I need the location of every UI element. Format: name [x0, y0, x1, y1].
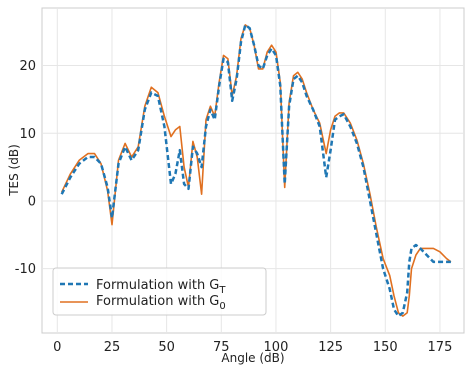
x-tick-label: 125 [318, 340, 343, 355]
y-axis-label: TES (dB) [7, 144, 21, 197]
x-tick-labels: 0 25 50 75 100 125 150 175 [53, 340, 452, 355]
x-tick-label: 50 [158, 340, 175, 355]
legend-label-series-2: Formulation with G0 [96, 294, 226, 312]
x-tick-label: 100 [264, 340, 289, 355]
series-layer [60, 23, 452, 318]
y-tick-label: 10 [19, 127, 36, 142]
x-tick-label: 75 [213, 340, 230, 355]
x-tick-label: 0 [53, 340, 61, 355]
x-tick-label: 150 [373, 340, 398, 355]
y-tick-labels: -10 0 10 20 [15, 59, 36, 277]
series-line-2 [60, 24, 452, 317]
x-axis-label: Angle (dB) [221, 351, 284, 365]
x-tick-label: 25 [104, 340, 121, 355]
y-tick-label: 20 [19, 59, 36, 74]
legend: Formulation with GT Formulation with G0 [52, 267, 267, 316]
legend-label-series-1: Formulation with GT [96, 278, 226, 296]
y-tick-label: 0 [28, 194, 36, 209]
series-line-1 [60, 23, 451, 318]
x-tick-label: 175 [428, 340, 453, 355]
legend-box [52, 267, 267, 316]
y-tick-label: -10 [15, 262, 36, 277]
